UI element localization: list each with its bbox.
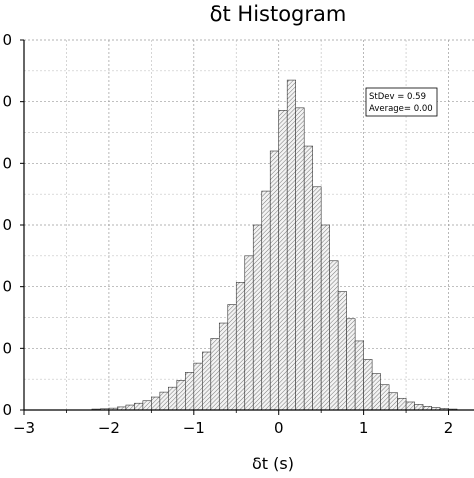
y-tick-label: 0 — [2, 216, 12, 234]
histogram-bar — [235, 282, 246, 411]
stats-legend-box: StDev = 0.59 Average= 0.00 — [365, 87, 438, 117]
histogram-bar — [295, 107, 305, 411]
histogram-bar — [218, 322, 229, 411]
histogram-bar — [414, 404, 424, 411]
histogram-bar — [227, 304, 237, 411]
histogram-bar — [337, 291, 347, 411]
histogram-bar — [159, 391, 169, 411]
stats-average-text: Average= 0.00 — [369, 104, 433, 114]
x-tick-label: 2 — [444, 419, 454, 437]
stats-stdev-text: StDev = 0.59 — [369, 92, 426, 102]
histogram-bar — [151, 396, 161, 411]
y-tick-label: 0 — [2, 93, 12, 111]
histogram-bar — [244, 255, 254, 411]
histogram-bar — [320, 224, 330, 411]
x-tick-label: 0 — [274, 419, 284, 437]
x-tick-label: 1 — [359, 419, 369, 437]
x-tick-label: −2 — [98, 419, 120, 437]
histogram-bar — [210, 338, 220, 411]
histogram-bar — [252, 224, 263, 411]
histogram-bar — [176, 380, 186, 411]
histogram-bar — [371, 373, 381, 411]
y-tick-label: 0 — [2, 401, 12, 419]
histogram-bar — [354, 340, 364, 411]
y-tick-label: 0 — [2, 31, 12, 49]
histogram-bar — [303, 145, 313, 411]
bars-layer — [91, 79, 458, 411]
histogram-bar — [278, 110, 288, 411]
histogram-bar — [380, 384, 390, 411]
x-tick-label: −3 — [13, 419, 35, 437]
histogram-bar — [388, 392, 398, 411]
histogram-bar — [312, 186, 322, 411]
histogram-bar — [142, 400, 152, 411]
y-tick-label: 0 — [2, 154, 12, 172]
x-axis-label: δt (s) — [252, 454, 294, 473]
y-tick-label: 0 — [2, 278, 12, 296]
histogram-bar — [134, 402, 144, 411]
stats-box-frame — [365, 87, 438, 117]
histogram-bar — [125, 404, 135, 411]
histogram-bar — [286, 79, 296, 411]
histogram-bar — [397, 397, 407, 411]
histogram-bar — [329, 260, 339, 411]
histogram-bar — [185, 372, 195, 411]
histogram-bar — [346, 318, 356, 411]
x-tick-label: −1 — [183, 419, 205, 437]
histogram-bar — [261, 190, 271, 411]
chart-title: δt Histogram — [210, 2, 347, 26]
histogram-bar — [202, 351, 212, 411]
histogram-bar — [405, 401, 415, 411]
y-tick-label: 0 — [2, 339, 12, 357]
histogram-bar — [168, 386, 178, 411]
histogram-bar — [193, 362, 203, 411]
histogram-bar — [363, 359, 373, 411]
histogram-bar — [269, 150, 280, 411]
ticks-layer: −3 −2 −1 0 1 2 0 0 0 0 0 0 0 — [2, 31, 453, 437]
